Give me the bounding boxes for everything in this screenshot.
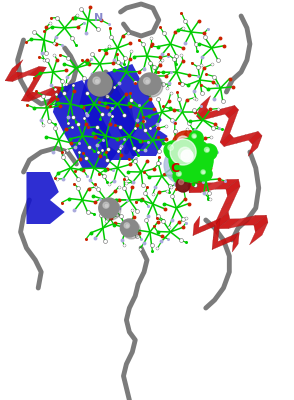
Polygon shape <box>222 186 240 209</box>
Polygon shape <box>189 183 213 193</box>
Circle shape <box>141 75 163 97</box>
Polygon shape <box>224 135 246 146</box>
Polygon shape <box>225 110 238 130</box>
Circle shape <box>177 136 189 148</box>
Polygon shape <box>5 60 23 81</box>
Circle shape <box>168 145 173 150</box>
Circle shape <box>93 77 100 84</box>
Circle shape <box>143 78 150 84</box>
Circle shape <box>178 147 191 160</box>
Circle shape <box>170 147 172 149</box>
Polygon shape <box>243 215 266 225</box>
Circle shape <box>192 134 196 138</box>
Polygon shape <box>223 232 239 245</box>
Polygon shape <box>193 216 200 236</box>
Circle shape <box>198 167 212 181</box>
Polygon shape <box>213 106 235 117</box>
Polygon shape <box>193 223 210 236</box>
Circle shape <box>105 204 108 207</box>
Polygon shape <box>26 172 65 224</box>
Polygon shape <box>216 199 234 222</box>
Polygon shape <box>215 179 238 189</box>
Polygon shape <box>21 92 39 102</box>
Polygon shape <box>12 66 39 82</box>
Circle shape <box>178 173 180 175</box>
Polygon shape <box>197 108 210 120</box>
Polygon shape <box>28 67 46 88</box>
Polygon shape <box>197 96 211 116</box>
Polygon shape <box>188 176 202 193</box>
Circle shape <box>90 74 114 98</box>
Polygon shape <box>220 134 234 146</box>
Circle shape <box>164 141 182 159</box>
Text: C: C <box>170 162 180 174</box>
Circle shape <box>204 147 209 152</box>
Circle shape <box>201 170 205 174</box>
Circle shape <box>124 223 130 228</box>
Polygon shape <box>248 136 262 156</box>
Polygon shape <box>216 212 230 229</box>
Circle shape <box>88 72 112 96</box>
Circle shape <box>126 225 128 227</box>
Circle shape <box>170 139 196 165</box>
Polygon shape <box>44 86 63 96</box>
Polygon shape <box>213 218 220 238</box>
Polygon shape <box>236 132 258 143</box>
Polygon shape <box>228 216 255 228</box>
Polygon shape <box>217 219 241 229</box>
Polygon shape <box>44 87 63 108</box>
Circle shape <box>178 180 183 184</box>
Circle shape <box>164 146 202 184</box>
Polygon shape <box>103 64 168 156</box>
Polygon shape <box>79 72 144 160</box>
Polygon shape <box>29 86 55 102</box>
Circle shape <box>173 168 189 184</box>
Polygon shape <box>226 179 240 196</box>
Circle shape <box>189 131 203 145</box>
Circle shape <box>172 131 200 159</box>
Circle shape <box>206 149 208 151</box>
Polygon shape <box>225 106 238 118</box>
Polygon shape <box>53 80 118 168</box>
Circle shape <box>201 144 217 160</box>
Polygon shape <box>28 66 46 76</box>
Circle shape <box>169 138 213 182</box>
Circle shape <box>176 171 181 176</box>
Circle shape <box>101 200 121 220</box>
Circle shape <box>183 152 189 158</box>
Polygon shape <box>248 132 262 144</box>
Polygon shape <box>21 80 39 101</box>
Polygon shape <box>212 237 229 250</box>
Polygon shape <box>188 163 206 186</box>
Polygon shape <box>203 218 220 231</box>
Circle shape <box>139 73 161 95</box>
Polygon shape <box>201 109 222 120</box>
Circle shape <box>96 80 99 83</box>
Circle shape <box>176 178 190 192</box>
Circle shape <box>99 198 119 218</box>
Circle shape <box>120 219 138 237</box>
Circle shape <box>146 80 149 83</box>
Circle shape <box>181 150 193 162</box>
Polygon shape <box>232 232 239 252</box>
Polygon shape <box>212 230 219 250</box>
Circle shape <box>103 202 109 208</box>
Circle shape <box>193 136 196 137</box>
Polygon shape <box>250 222 268 245</box>
Polygon shape <box>254 215 268 232</box>
Polygon shape <box>5 72 23 82</box>
Circle shape <box>203 172 204 173</box>
Polygon shape <box>220 122 234 142</box>
Polygon shape <box>200 180 228 192</box>
Text: N: N <box>94 13 103 23</box>
Circle shape <box>122 221 140 239</box>
